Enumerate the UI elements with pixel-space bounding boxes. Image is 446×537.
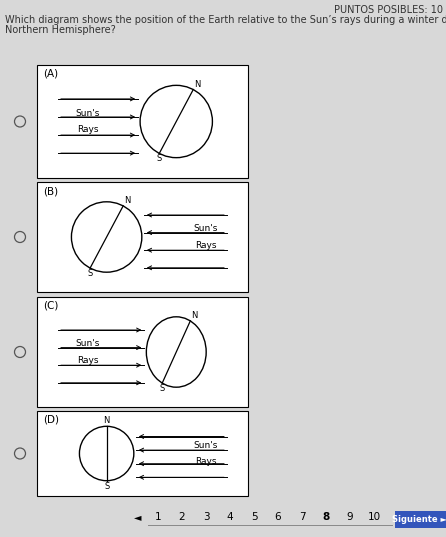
Text: Rays: Rays xyxy=(195,458,217,467)
Text: (B): (B) xyxy=(43,186,58,196)
Text: (A): (A) xyxy=(43,69,58,79)
Text: S: S xyxy=(160,384,165,393)
Text: N: N xyxy=(194,79,201,89)
Text: S: S xyxy=(87,269,93,278)
Text: S: S xyxy=(104,482,109,491)
Text: S: S xyxy=(157,155,162,163)
Text: 7: 7 xyxy=(299,512,306,522)
Text: 4: 4 xyxy=(227,512,233,522)
Text: Sun's: Sun's xyxy=(194,440,218,449)
Text: 5: 5 xyxy=(251,512,257,522)
Text: Sun's: Sun's xyxy=(194,224,218,233)
Text: (D): (D) xyxy=(43,415,59,425)
Text: Siguiente ►: Siguiente ► xyxy=(392,514,446,524)
Text: ◄: ◄ xyxy=(134,512,142,522)
Text: Sun's: Sun's xyxy=(75,108,100,118)
Text: Northern Hemisphere?: Northern Hemisphere? xyxy=(5,25,116,35)
Bar xyxy=(37,182,248,292)
Bar xyxy=(37,65,248,178)
Bar xyxy=(37,297,248,407)
Text: 3: 3 xyxy=(202,512,209,522)
Text: N: N xyxy=(191,311,198,320)
Text: 8: 8 xyxy=(322,512,330,522)
Text: PUNTOS POSIBLES: 10: PUNTOS POSIBLES: 10 xyxy=(334,5,443,15)
Text: Which diagram shows the position of the Earth relative to the Sun’s rays during : Which diagram shows the position of the … xyxy=(5,15,446,25)
Text: Sun's: Sun's xyxy=(75,339,100,348)
Text: 2: 2 xyxy=(179,512,185,522)
Text: 1: 1 xyxy=(155,512,161,522)
Text: 9: 9 xyxy=(347,512,353,522)
Bar xyxy=(37,411,248,496)
Text: N: N xyxy=(103,416,110,425)
Text: (C): (C) xyxy=(43,301,58,311)
Text: Rays: Rays xyxy=(77,356,99,365)
Text: 10: 10 xyxy=(368,512,380,522)
Text: N: N xyxy=(124,196,131,205)
Text: Rays: Rays xyxy=(195,241,217,250)
FancyBboxPatch shape xyxy=(395,511,446,527)
Text: Rays: Rays xyxy=(77,126,99,134)
Text: 6: 6 xyxy=(275,512,281,522)
